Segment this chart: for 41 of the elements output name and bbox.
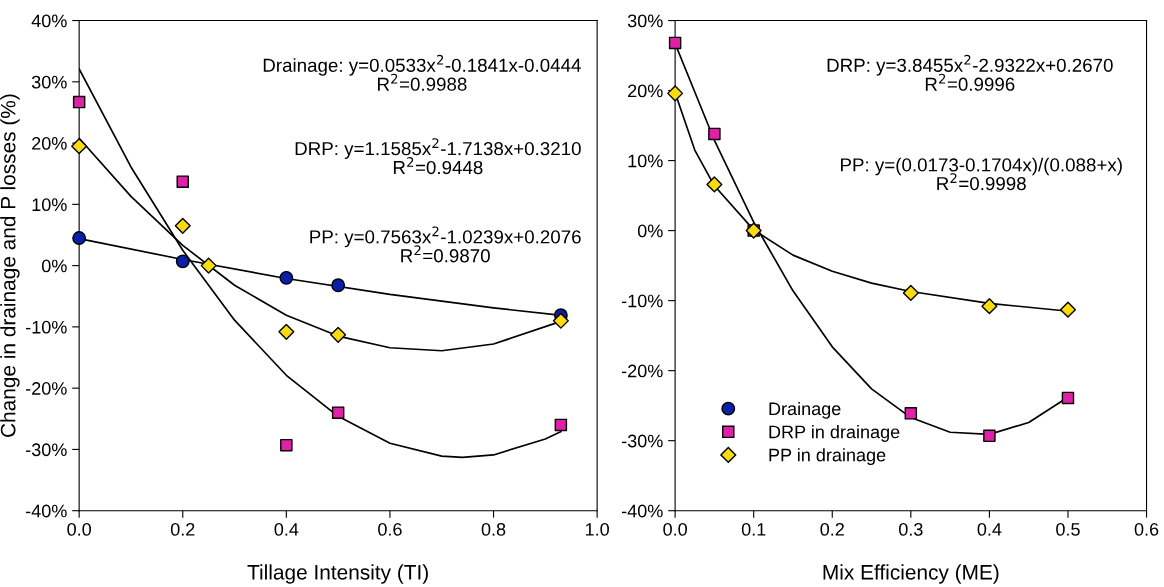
x-tick-label: 0.2 — [820, 522, 844, 536]
y-tick-label: 40% — [31, 14, 67, 28]
x-tick-label: 0.6 — [378, 522, 402, 536]
x-tick-label: 0.6 — [1134, 522, 1159, 536]
y-tick-label: 30% — [627, 14, 663, 28]
text: DRP: y=1.1585x$^{2}$-1.7138x+0.3210 R$^{2}$=0.9448 — [295, 138, 581, 175]
x-tick-label: 0.4 — [977, 522, 1002, 536]
y-tick-label: 10% — [32, 198, 67, 212]
y-tick-label: -20% — [621, 364, 663, 378]
x-tick-label: 0.0 — [67, 522, 91, 536]
legend-label: PP in drainage — [769, 448, 886, 466]
x-tick-label: 0.2 — [170, 522, 195, 536]
y-tick-label: -20% — [26, 382, 67, 395]
annotation: PP: y=(0.0173-0.1704x)/(0.088+x) R$^{2}$=0.9998 — [841, 157, 1122, 191]
x-tick-label: 0.3 — [898, 522, 923, 536]
x-tick-label: 0.0 — [663, 522, 687, 536]
y-tick-label: 30% — [31, 75, 67, 89]
text: DRP: y=3.8455x$^{2}$-2.9322x+0.2670 R$^{2}$=0.9996 — [827, 54, 1113, 91]
x-axis-title: Tillage Intensity (TI) — [247, 564, 428, 584]
x-tick-label: 0.1 — [741, 522, 766, 536]
y-tick-label: 20% — [32, 137, 67, 150]
legend-label: DRP in drainage — [769, 425, 900, 442]
y-tick-label: -10% — [26, 320, 67, 334]
y-tick-label: -40% — [26, 504, 67, 518]
y-tick-label: -30% — [621, 434, 663, 448]
y-tick-label: 20% — [628, 84, 663, 98]
y-tick-label: -10% — [621, 294, 663, 308]
x-tick-label: 0.5 — [1056, 522, 1080, 536]
y-tick-label: 10% — [628, 154, 663, 168]
x-axis-title: Mix Efficiency (ME) — [823, 564, 999, 584]
y-tick-label: 0% — [637, 224, 663, 238]
legend-label: Drainage — [769, 401, 841, 419]
x-tick-label: 0.4 — [274, 522, 299, 536]
y-tick-label: -40% — [621, 504, 663, 518]
y-tick-label: 0% — [41, 259, 67, 273]
text: PP: y=0.7563x$^{2}$-1.0239x+0.2076 R$^{2}$=0.9870 — [310, 226, 581, 263]
y-tick-label: -30% — [26, 443, 67, 457]
text: Drainage: y=0.0533x$^{2}$-0.1841x-0.0444 R$^{2}$=0.9988 — [263, 54, 581, 91]
y-axis-title: Change in drainage and P losses (%) — [0, 94, 20, 437]
x-tick-label: 0.8 — [481, 522, 506, 536]
x-tick-label: 1.0 — [585, 522, 609, 536]
